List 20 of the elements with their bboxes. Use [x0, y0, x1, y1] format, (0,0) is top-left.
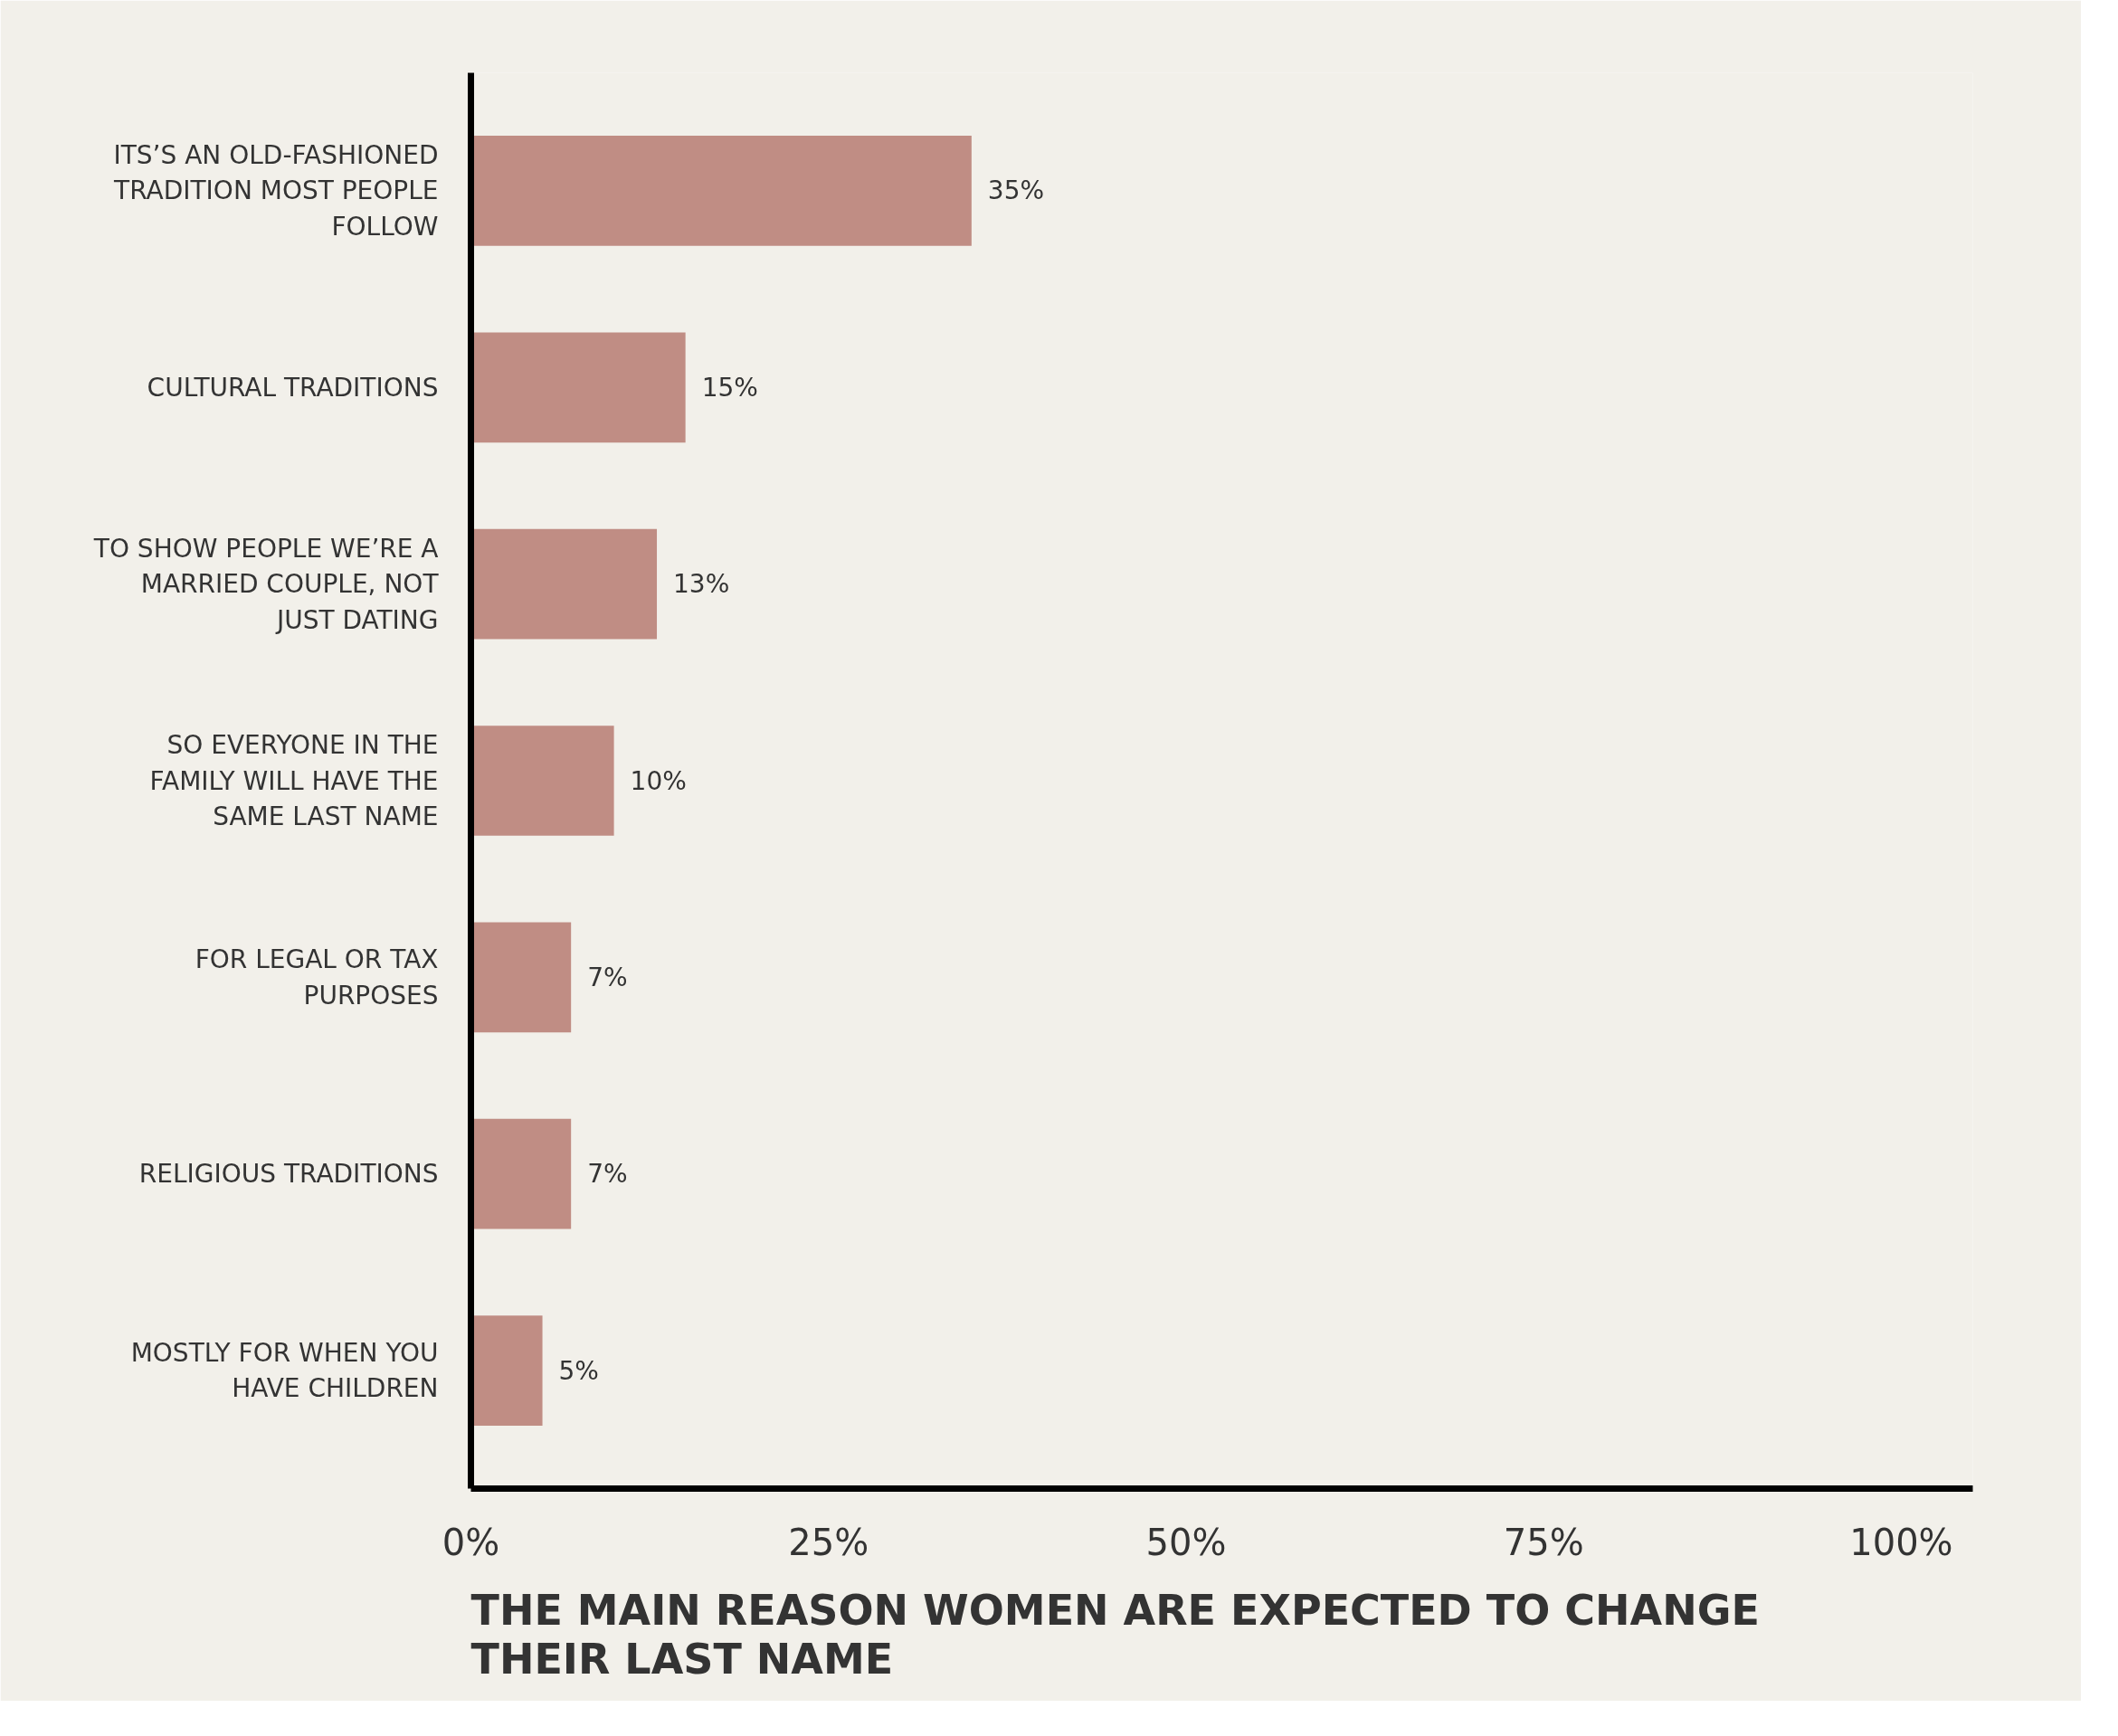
- y-tick-label: FOR LEGAL OR TAX PURPOSES: [195, 944, 439, 1010]
- data-label: 13%: [673, 569, 730, 600]
- data-label: 7%: [587, 1159, 628, 1190]
- x-tick-label: 100%: [1849, 1521, 1953, 1563]
- y-tick-label: MOSTLY FOR WHEN YOU HAVE CHILDREN: [130, 1337, 439, 1404]
- y-tick-label: TO SHOW PEOPLE WE’RE A MARRIED COUPLE, NOT JUST DATING: [92, 533, 440, 635]
- data-label: 15%: [701, 372, 758, 403]
- data-label: 7%: [587, 962, 628, 992]
- x-tick-label: 75%: [1503, 1521, 1584, 1563]
- y-tick-label: CULTURAL TRADITIONS: [147, 372, 439, 403]
- data-label: 35%: [987, 175, 1045, 206]
- data-label: 10%: [630, 765, 687, 796]
- text: THE MAIN REASON WOMEN ARE EXPECTED TO CHANGE THEIR LAST NAME: [470, 1585, 1760, 1684]
- x-tick-label: 25%: [788, 1521, 869, 1563]
- data-label: 5%: [558, 1355, 599, 1386]
- y-tick-label: ITS’S AN OLD-FASHIONED TRADITION MOST PEOPLE FOLLOW: [113, 139, 439, 242]
- x-tick-label: 0%: [442, 1521, 500, 1563]
- y-tick-label: RELIGIOUS TRADITIONS: [138, 1159, 439, 1190]
- x-tick-label: 50%: [1145, 1521, 1227, 1563]
- y-tick-label: SO EVERYONE IN THE FAMILY WILL HAVE THE SAME LAST NAME: [149, 729, 439, 832]
